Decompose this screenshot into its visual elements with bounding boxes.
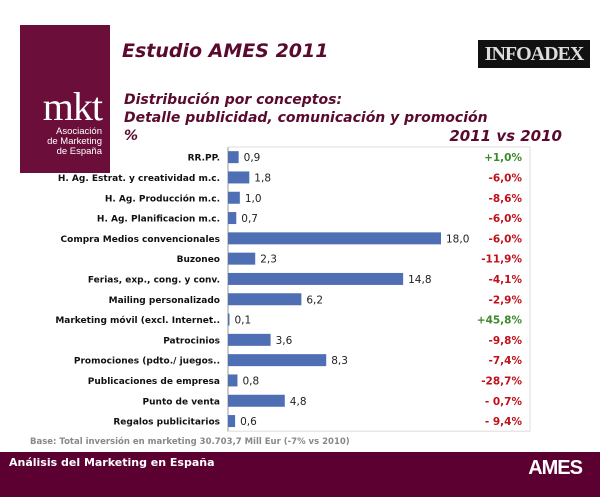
logo-line: Asociación xyxy=(56,126,102,137)
change-label: -6,0% xyxy=(489,172,523,184)
data-label: 2,3 xyxy=(260,254,277,266)
category-label: Marketing móvil (excl. Internet.. xyxy=(55,315,220,326)
data-label: 4,8 xyxy=(290,396,307,408)
category-label: RR.PP. xyxy=(188,154,220,164)
mkt-logo: mkt Asociación de Marketing de España xyxy=(20,25,110,173)
change-label: -28,7% xyxy=(481,375,522,387)
category-label: H. Ag. Planificacion m.c. xyxy=(97,215,220,225)
unit-label: % xyxy=(124,128,139,144)
change-label: - 0,7% xyxy=(485,396,523,408)
data-label: 6,2 xyxy=(306,294,323,306)
data-label: 1,0 xyxy=(245,193,262,205)
category-label: Compra Medios convencionales xyxy=(61,235,220,245)
data-label: 0,1 xyxy=(235,315,252,327)
subtitle-1: Distribución por conceptos: xyxy=(124,92,343,108)
bar xyxy=(228,171,250,184)
base-note: Base: Total inversión en marketing 30.70… xyxy=(30,437,350,447)
category-label: Regalos publicitarios xyxy=(113,418,220,428)
bar xyxy=(228,394,285,407)
logo-mark: mkt xyxy=(42,84,103,129)
bar xyxy=(228,333,271,346)
comparison-label: 2011 vs 2010 xyxy=(449,127,562,145)
change-label: +1,0% xyxy=(484,152,522,164)
change-label: +45,8% xyxy=(477,315,523,327)
data-label: 1,8 xyxy=(254,172,271,184)
category-label: H. Ag. Producción m.c. xyxy=(105,193,220,204)
data-label: 14,8 xyxy=(408,274,431,286)
change-label: - 9,4% xyxy=(485,416,523,428)
footer-bar: Análisis del Marketing en España AMES xyxy=(0,452,600,497)
category-label: Buzoneo xyxy=(177,255,220,265)
bar xyxy=(228,293,302,306)
bar xyxy=(228,415,236,428)
ames-logo: AMES xyxy=(528,457,583,479)
bar xyxy=(228,252,256,265)
subtitle-2: Detalle publicidad, comunicación y promo… xyxy=(124,110,488,126)
change-label: -4,1% xyxy=(489,274,523,286)
change-label: -2,9% xyxy=(489,294,523,306)
change-label: -11,9% xyxy=(481,254,522,266)
logo-line: de Marketing xyxy=(47,136,102,147)
category-label: Punto de venta xyxy=(143,397,220,407)
data-label: 18,0 xyxy=(446,233,469,245)
bar xyxy=(228,374,238,387)
category-label: Patrocinios xyxy=(163,336,220,346)
page-title: Estudio AMES 2011 xyxy=(122,40,329,62)
change-label: -8,6% xyxy=(489,193,523,205)
data-label: 0,9 xyxy=(244,152,261,164)
data-label: 8,3 xyxy=(331,355,348,367)
category-label: Promociones (pdto./ juegos.. xyxy=(74,357,220,367)
bar xyxy=(228,313,230,326)
infoadex-logo: INFOADEX xyxy=(478,40,590,68)
category-label: Ferias, exp., cong. y conv. xyxy=(88,275,220,285)
data-label: 3,6 xyxy=(276,335,293,347)
category-label: Publicaciones de empresa xyxy=(88,377,220,387)
bar xyxy=(228,212,237,225)
logo-line: de España xyxy=(56,146,102,157)
bar xyxy=(228,272,404,285)
bar xyxy=(228,232,441,245)
change-label: -7,4% xyxy=(489,355,523,367)
footer-title: Análisis del Marketing en España xyxy=(9,456,215,469)
logo-text: Asociación de Marketing de España xyxy=(47,127,102,157)
data-label: 0,7 xyxy=(241,213,258,225)
plot-frame xyxy=(227,146,531,432)
category-label: H. Ag. Estrat. y creatividad m.c. xyxy=(58,174,220,184)
data-label: 0,6 xyxy=(240,416,257,428)
bar xyxy=(228,151,239,164)
category-label: Mailing personalizado xyxy=(109,296,220,306)
bar xyxy=(228,354,327,367)
change-label: -6,0% xyxy=(489,233,523,245)
change-label: -9,8% xyxy=(489,335,523,347)
data-label: 0,8 xyxy=(242,375,259,387)
change-label: -6,0% xyxy=(489,213,523,225)
bar xyxy=(228,191,240,204)
